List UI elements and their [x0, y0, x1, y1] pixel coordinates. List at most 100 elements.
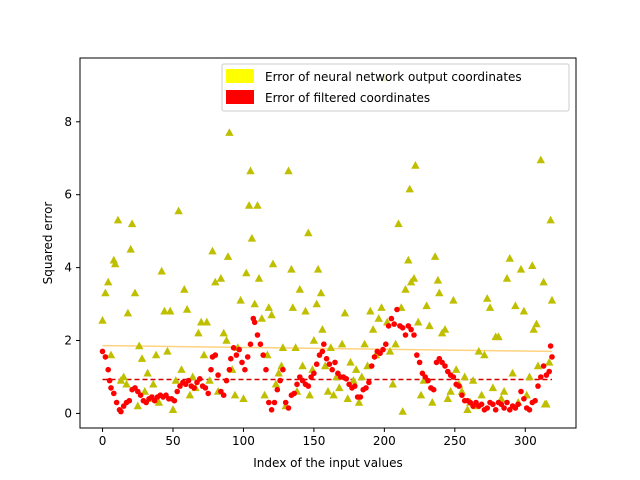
data-point-filtered: [126, 397, 133, 404]
plot-frame: [79, 57, 577, 429]
data-point-nn: [202, 317, 211, 326]
data-point-nn: [494, 332, 503, 341]
data-point-filtered: [450, 374, 457, 380]
data-point-filtered: [280, 366, 286, 373]
data-point-nn: [166, 306, 175, 315]
data-point-filtered: [332, 359, 338, 366]
data-point-nn: [354, 398, 364, 406]
data-point-filtered: [547, 343, 554, 349]
data-point-nn: [422, 301, 431, 310]
data-point-nn: [171, 376, 180, 384]
data-point-nn: [539, 277, 548, 286]
data-point-nn: [140, 387, 149, 395]
data-point-filtered: [313, 361, 320, 368]
data-point-nn: [250, 299, 259, 308]
data-point-filtered: [414, 352, 420, 358]
legend-label-nn: Error of neural network output coordinat…: [265, 70, 522, 84]
y-axis: 0 2 4 6 8: [64, 115, 80, 420]
data-point-nn: [532, 319, 541, 328]
data-point-filtered: [137, 392, 144, 399]
data-point-nn: [488, 383, 498, 392]
x-tick-label: 100: [232, 434, 255, 448]
data-point-filtered: [363, 385, 369, 391]
data-point-nn: [430, 252, 440, 260]
data-point-nn: [127, 219, 137, 228]
data-point-nn: [194, 328, 203, 337]
data-point-filtered: [191, 385, 197, 391]
data-point-nn: [394, 219, 403, 228]
data-point-filtered: [239, 359, 245, 366]
data-point-nn: [352, 365, 361, 373]
data-point-filtered: [291, 390, 298, 397]
data-point-filtered: [257, 341, 264, 348]
data-point-filtered: [274, 386, 281, 393]
data-point-nn: [123, 308, 133, 317]
data-point-filtered: [385, 323, 392, 329]
data-point-nn: [536, 155, 545, 164]
data-point-filtered: [504, 399, 510, 406]
data-point-nn: [468, 376, 478, 384]
data-point-nn: [225, 128, 234, 136]
data-point-filtered: [223, 377, 230, 384]
data-point-nn: [425, 321, 434, 330]
data-point-filtered: [105, 366, 111, 373]
data-point-filtered: [532, 397, 538, 404]
data-point-nn: [284, 166, 293, 175]
data-point-nn: [313, 264, 323, 273]
data-point-nn: [525, 372, 534, 381]
data-point-nn: [533, 361, 543, 370]
data-point-nn: [349, 376, 358, 384]
data-point-nn: [119, 372, 128, 381]
data-point-filtered: [326, 361, 333, 368]
data-point-nn: [511, 301, 520, 310]
data-point-filtered: [254, 332, 261, 338]
data-point-nn: [111, 259, 120, 268]
data-point-filtered: [268, 407, 275, 413]
data-point-nn: [528, 261, 537, 269]
data-point-nn: [174, 206, 183, 215]
data-point-nn: [253, 201, 262, 209]
data-point-filtered: [111, 390, 117, 397]
data-point-nn: [222, 336, 231, 344]
data-point-nn: [305, 390, 314, 399]
data-point-nn: [298, 361, 307, 370]
data-point-filtered: [411, 332, 417, 338]
data-point-nn: [168, 405, 178, 413]
data-point-nn: [260, 390, 269, 399]
data-point-filtered: [456, 383, 462, 389]
data-point-filtered: [416, 359, 423, 366]
data-point-nn: [223, 252, 233, 260]
data-point-filtered: [538, 374, 544, 380]
data-point-nn: [343, 394, 352, 402]
data-point-filtered: [282, 399, 289, 406]
data-point-nn: [104, 277, 113, 286]
data-point-nn: [236, 295, 245, 304]
data-point-filtered: [251, 319, 258, 326]
data-point-nn: [287, 264, 296, 273]
data-point-nn: [457, 387, 467, 395]
x-tick-label: 0: [99, 434, 107, 448]
data-point-nn: [542, 399, 551, 408]
data-point-nn: [401, 285, 410, 293]
data-point-nn: [409, 274, 419, 282]
data-point-filtered: [368, 363, 375, 369]
y-tick-label: 0: [64, 406, 72, 420]
data-point-filtered: [220, 392, 227, 399]
data-point-filtered: [102, 354, 109, 360]
data-point-nn: [122, 379, 131, 388]
data-point-filtered: [266, 399, 272, 406]
data-point-filtered: [484, 405, 491, 411]
x-tick-label: 50: [165, 434, 180, 448]
data-point-filtered: [205, 390, 211, 397]
data-point-filtered: [319, 348, 326, 355]
data-point-nn: [208, 246, 217, 255]
data-point-nn: [160, 306, 169, 315]
data-point-nn: [411, 161, 420, 169]
chart-marks: [98, 73, 557, 415]
data-point-filtered: [535, 383, 541, 389]
data-point-filtered: [329, 366, 336, 373]
data-point-nn: [460, 372, 469, 381]
data-point-nn: [304, 228, 313, 237]
y-axis-label: Squared error: [41, 202, 55, 285]
data-point-nn: [137, 354, 147, 362]
